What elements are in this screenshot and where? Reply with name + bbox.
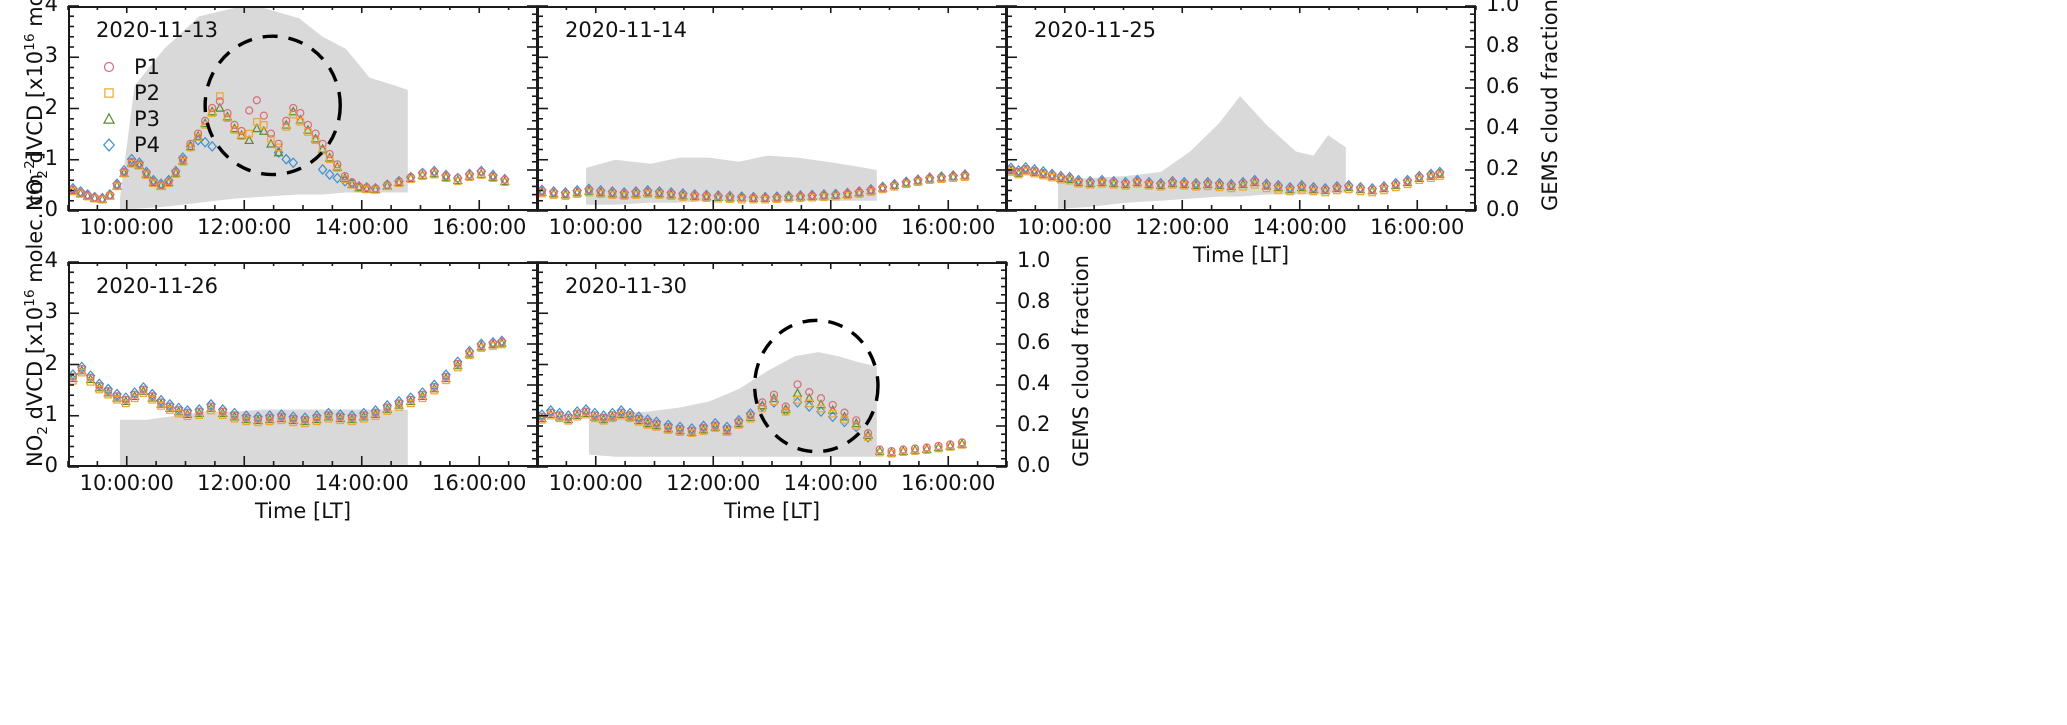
series-P1	[70, 96, 509, 203]
legend-label: P4	[134, 133, 161, 157]
series-P1	[539, 380, 967, 456]
x-tick-label: 16:00:00	[1370, 215, 1465, 239]
cloud-fraction-band	[588, 352, 877, 457]
plot-svg	[539, 155, 970, 205]
triangle-marker-icon	[96, 110, 122, 128]
y-tick-label: 2	[44, 350, 58, 375]
legend-item-P3[interactable]: P3	[96, 106, 160, 132]
x-tick-label: 12:00:00	[666, 471, 761, 495]
legend-label: P2	[134, 81, 161, 105]
y2-tick-label: 0.2	[1017, 412, 1051, 436]
y-tick-label: 3	[44, 43, 58, 68]
x-tick-label: 10:00:00	[548, 471, 643, 495]
x-tick-label: 12:00:00	[666, 215, 761, 239]
y2-tick-label: 0.0	[1486, 197, 1520, 221]
diamond-marker-icon	[96, 136, 122, 154]
y2-axis-title: GEMS cloud fraction	[1069, 255, 1093, 467]
y-tick-label: 1	[44, 401, 58, 426]
panel-title-2020-11-25: 2020-11-25	[1034, 18, 1157, 42]
x-axis-title: Time [LT]	[1192, 243, 1290, 267]
x-tick-label: 16:00:00	[432, 215, 527, 239]
series-P1	[1008, 164, 1444, 194]
y2-tick-label: 1.0	[1486, 0, 1520, 16]
x-tick-label: 12:00:00	[197, 215, 292, 239]
x-tick-label: 10:00:00	[79, 471, 174, 495]
y2-tick-label: 0.2	[1486, 156, 1520, 180]
plot-area-2020-11-14	[537, 6, 1007, 211]
series-P2	[70, 340, 506, 428]
x-tick-label: 16:00:00	[432, 471, 527, 495]
plot-svg	[1008, 96, 1445, 209]
panel-title-2020-11-14: 2020-11-14	[565, 18, 688, 42]
highlight-ellipse	[203, 34, 342, 177]
y2-tick-label: 0.6	[1486, 74, 1520, 98]
x-tick-label: 10:00:00	[79, 215, 174, 239]
series-P2	[1008, 167, 1444, 197]
legend-label: P3	[134, 107, 161, 131]
x-tick-label: 14:00:00	[314, 471, 409, 495]
highlight-ellipse	[752, 318, 880, 454]
plot-svg	[70, 8, 510, 209]
legend: P1 P2 P3 P4	[96, 54, 160, 158]
legend-item-P2[interactable]: P2	[96, 80, 160, 106]
x-tick-label: 12:00:00	[197, 471, 292, 495]
y2-tick-label: 0.4	[1017, 371, 1051, 395]
panel-title-2020-11-13: 2020-11-13	[96, 18, 219, 42]
x-tick-label: 10:00:00	[548, 215, 643, 239]
x-tick-label: 14:00:00	[314, 215, 409, 239]
y-tick-label: 4	[44, 0, 58, 16]
y-tick-label: 0	[44, 453, 58, 477]
legend-item-P4[interactable]: P4	[96, 132, 160, 158]
series-P1	[539, 170, 970, 202]
y-tick-label: 3	[44, 299, 58, 324]
legend-label: P1	[134, 55, 161, 79]
plot-area-2020-11-25	[1006, 6, 1476, 211]
x-tick-label: 14:00:00	[783, 471, 878, 495]
panel-title-2020-11-30: 2020-11-30	[565, 274, 688, 298]
plot-area-2020-11-13	[68, 6, 538, 211]
y2-tick-label: 0.8	[1017, 289, 1051, 313]
y2-tick-label: 1.0	[1017, 248, 1051, 272]
y2-tick-label: 0.6	[1017, 330, 1051, 354]
y-tick-label: 1	[44, 145, 58, 170]
x-tick-label: 12:00:00	[1135, 215, 1230, 239]
y2-tick-label: 0.0	[1017, 453, 1051, 477]
series-P2	[539, 395, 966, 458]
circle-marker-icon	[96, 58, 122, 76]
panel-title-2020-11-26: 2020-11-26	[96, 274, 219, 298]
plot-svg	[539, 318, 967, 458]
x-axis-title: Time [LT]	[723, 499, 821, 523]
series-P1	[70, 337, 506, 424]
legend-item-P1[interactable]: P1	[96, 54, 160, 80]
y-axis-title: NO2 dVCD [x1016 molec. cm-2]	[22, 152, 52, 467]
x-tick-label: 16:00:00	[901, 215, 996, 239]
cloud-fraction-band	[119, 8, 408, 209]
plot-area-2020-11-30	[537, 262, 1007, 467]
tick-overlay	[536, 261, 1008, 468]
x-tick-label: 14:00:00	[1252, 215, 1347, 239]
y-tick-label: 2	[44, 94, 58, 119]
plot-svg	[70, 335, 507, 465]
y2-axis-title: GEMS cloud fraction	[1538, 0, 1562, 211]
series-P3	[1008, 164, 1445, 195]
cloud-fraction-band	[119, 409, 408, 465]
square-marker-icon	[96, 84, 122, 102]
y-tick-label: 0	[44, 197, 58, 221]
tick-overlay	[1005, 5, 1477, 212]
y-tick-label: 4	[44, 248, 58, 272]
y2-tick-label: 0.4	[1486, 115, 1520, 139]
x-axis-title: Time [LT]	[254, 499, 352, 523]
cloud-fraction-band	[586, 155, 877, 205]
y2-tick-label: 0.8	[1486, 33, 1520, 57]
x-tick-label: 14:00:00	[783, 215, 878, 239]
cloud-fraction-band	[1057, 96, 1346, 209]
x-tick-label: 10:00:00	[1017, 215, 1112, 239]
x-tick-label: 16:00:00	[901, 471, 996, 495]
